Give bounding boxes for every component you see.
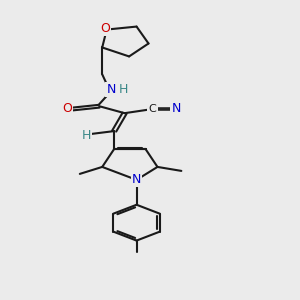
Text: H: H [119,83,128,96]
Text: N: N [106,83,116,96]
Text: H: H [82,129,92,142]
Text: N: N [132,173,141,186]
Text: C: C [148,104,156,114]
Text: O: O [100,22,110,35]
Text: O: O [62,102,72,115]
Text: N: N [171,102,181,115]
